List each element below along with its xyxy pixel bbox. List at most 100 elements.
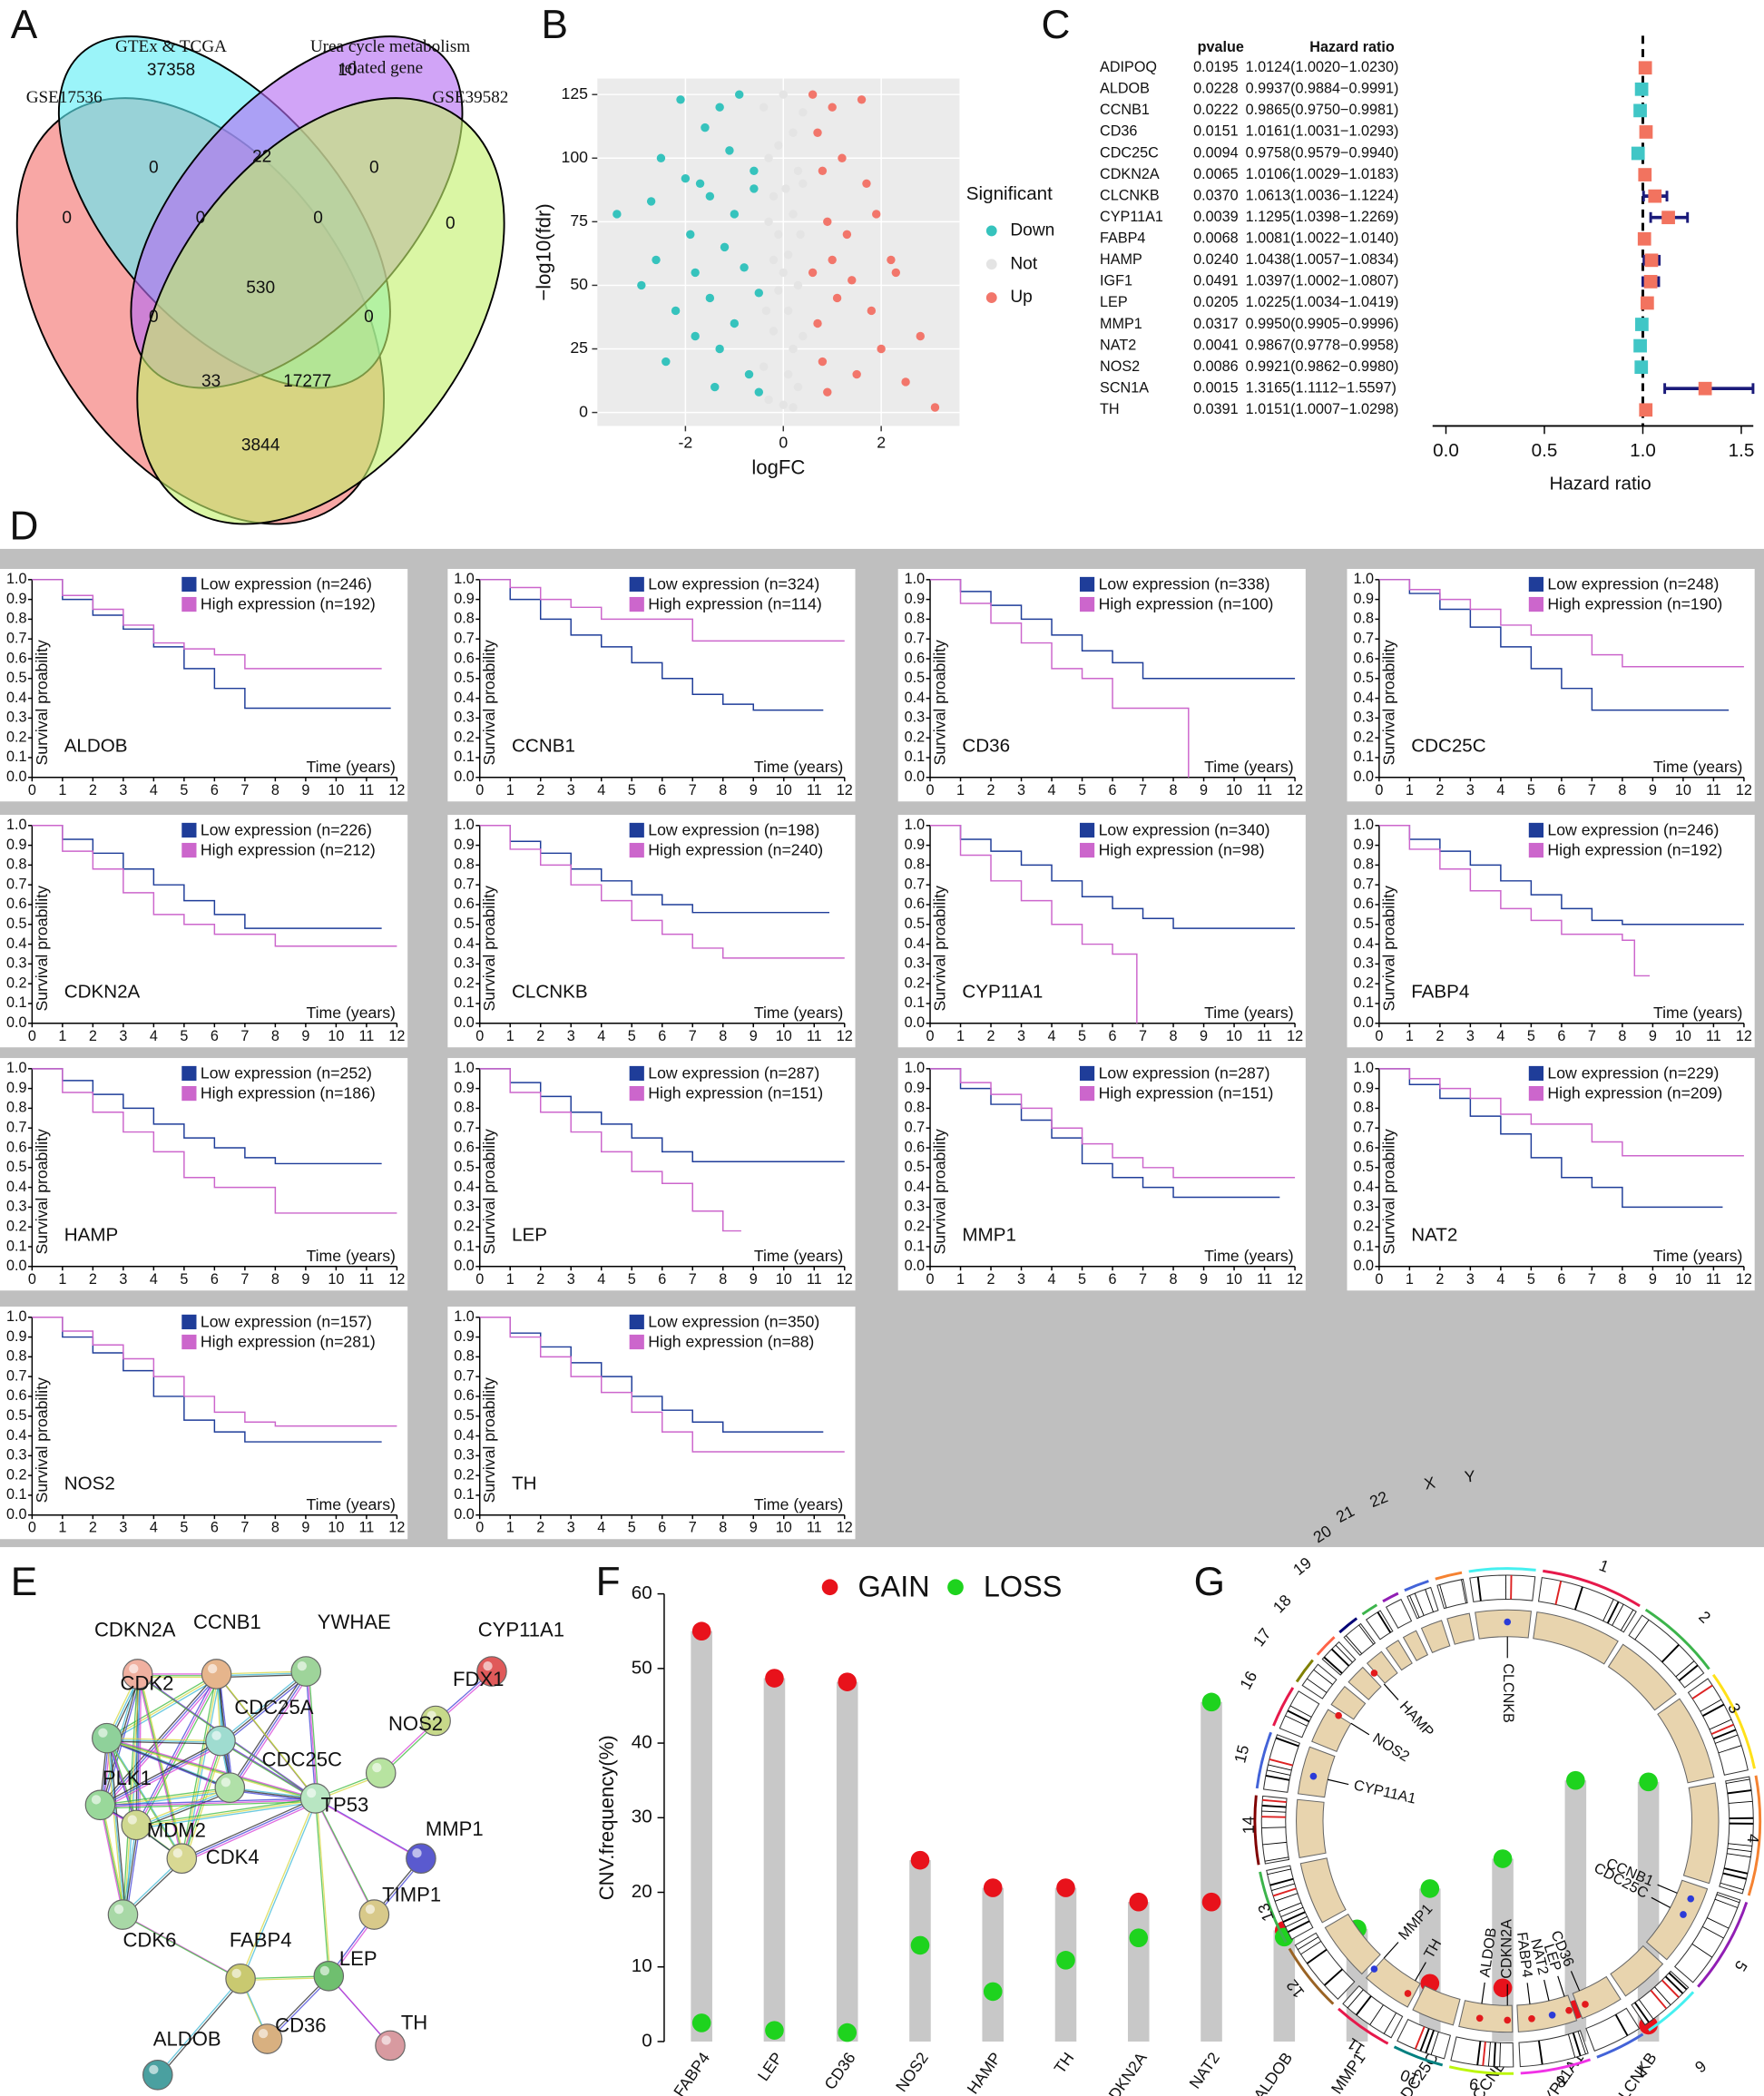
gene-label: NOS2	[64, 1473, 115, 1494]
venn-set	[136, 97, 505, 525]
point	[796, 230, 805, 240]
y-tick-label: 1.0	[454, 1060, 475, 1076]
band	[1274, 1893, 1298, 1902]
y-tick-label: 50	[632, 1657, 652, 1678]
y-tick-label: 10	[632, 1955, 652, 1976]
survival-plot: 0 1 2 3 4 5 6 7 8 9 10 11 120.00.10.20.30.40.50.60.7…	[0, 815, 408, 1048]
legend-label: Low expression (n=246)	[1547, 820, 1719, 838]
hr-label: 0.9937(0.9884−0.9991)	[1246, 81, 1399, 97]
legend-swatch	[629, 576, 644, 593]
y-tick-label: 0.0	[6, 1258, 27, 1274]
band	[1602, 1599, 1614, 1621]
bar	[763, 1678, 786, 2042]
survival-curve	[930, 1068, 1296, 1179]
x-tick-label: 6	[658, 1520, 666, 1536]
x-tick-label: 9	[1200, 782, 1208, 798]
x-tick-label: 10	[328, 1271, 344, 1288]
dot	[1056, 1878, 1075, 1897]
x-tick-label: 1.0	[1630, 440, 1656, 461]
ideogram	[1585, 2007, 1641, 2052]
y-tick-label: 0.2	[6, 729, 27, 745]
plot-box	[897, 569, 1306, 802]
y-tick-label: 1.0	[905, 1060, 926, 1076]
gene-label: CYP11A1	[962, 981, 1043, 1002]
x-tick-label: 9	[1200, 1028, 1208, 1044]
point	[823, 217, 832, 227]
survival-curve	[479, 579, 845, 642]
ideogram	[1396, 2018, 1452, 2060]
point	[808, 268, 818, 278]
point	[701, 122, 710, 132]
point	[779, 90, 788, 99]
survival-curve	[32, 1317, 397, 1427]
karyotype-ring	[1385, 1640, 1413, 1671]
point	[740, 263, 749, 272]
x-tick-label: 8	[1618, 1271, 1626, 1288]
y-tick-label: 0.2	[1353, 975, 1374, 991]
point	[783, 306, 793, 316]
y-tick-label: 0.4	[454, 1427, 475, 1444]
node-label: CDC25A	[234, 1696, 313, 1719]
x-tick-label: 2	[89, 1271, 97, 1288]
band	[1664, 1975, 1684, 1994]
legend-swatch	[1528, 1065, 1544, 1082]
x-tick-label: 10	[1226, 782, 1242, 798]
edge	[230, 1672, 309, 1790]
karyotype-ring	[1572, 1975, 1622, 2020]
region-count: 33	[201, 372, 220, 391]
legend-swatch	[1528, 822, 1544, 838]
y-tick-label: 0.5	[6, 670, 27, 686]
node-highlight	[381, 2035, 391, 2045]
pvalue: 0.0015	[1193, 379, 1239, 396]
node	[375, 2030, 406, 2062]
point	[744, 369, 754, 379]
x-tick-label: 1	[956, 1028, 965, 1044]
pvalue: 0.0065	[1193, 166, 1239, 182]
x-tick-label: 5	[180, 1271, 188, 1288]
gene-label: MMP1	[1100, 316, 1142, 332]
x-tick-label: 2	[89, 1520, 97, 1536]
gene-label: NAT2	[1411, 1224, 1457, 1245]
y-tick-label: 0.8	[6, 1100, 27, 1116]
y-tick-label: 0.5	[1353, 1159, 1374, 1175]
x-tick-label: 4	[597, 1028, 605, 1044]
x-tick-label: 11	[358, 782, 374, 798]
node	[225, 1963, 256, 1994]
region-count: 22	[252, 147, 271, 166]
x-tick-label: 9	[750, 1520, 758, 1536]
hr-marker	[1639, 125, 1653, 139]
point	[891, 268, 901, 278]
y-tick-label: 0.7	[1353, 1119, 1374, 1135]
pvalue: 0.0039	[1193, 209, 1239, 225]
x-tick-label: 4	[597, 782, 605, 798]
band	[1300, 1941, 1322, 1955]
x-tick-label: 8	[271, 1520, 279, 1536]
y-tick-label: 0.5	[1353, 916, 1374, 932]
dot	[1493, 1978, 1513, 1998]
point	[769, 191, 779, 201]
band	[1573, 1586, 1583, 1611]
y-tick-label: 1.0	[6, 571, 27, 587]
hr-label: 1.0081(1.0022−1.0140)	[1246, 230, 1399, 247]
band	[1727, 1853, 1751, 1858]
band	[1414, 2026, 1426, 2050]
ideogram	[1628, 1614, 1705, 1689]
edge	[109, 1740, 186, 1863]
y-tick-label: 0.3	[905, 1199, 926, 1215]
point	[799, 108, 808, 117]
x-tick-label: 5	[180, 1520, 188, 1536]
legend-swatch	[181, 596, 197, 612]
x-tick-label: 1	[58, 1028, 66, 1044]
x-tick-label: 7	[1139, 1271, 1147, 1288]
gene-label: LEP	[512, 1224, 547, 1245]
x-tick-label: 0	[1375, 782, 1383, 798]
legend-label: Low expression (n=229)	[1547, 1063, 1719, 1082]
point	[759, 103, 769, 112]
edge	[221, 1672, 309, 1743]
x-tick-label: 2	[1436, 782, 1444, 798]
band	[1726, 1778, 1750, 1784]
band	[1261, 1810, 1286, 1813]
region-count: 17277	[283, 372, 331, 391]
legend-swatch	[1528, 1085, 1544, 1102]
